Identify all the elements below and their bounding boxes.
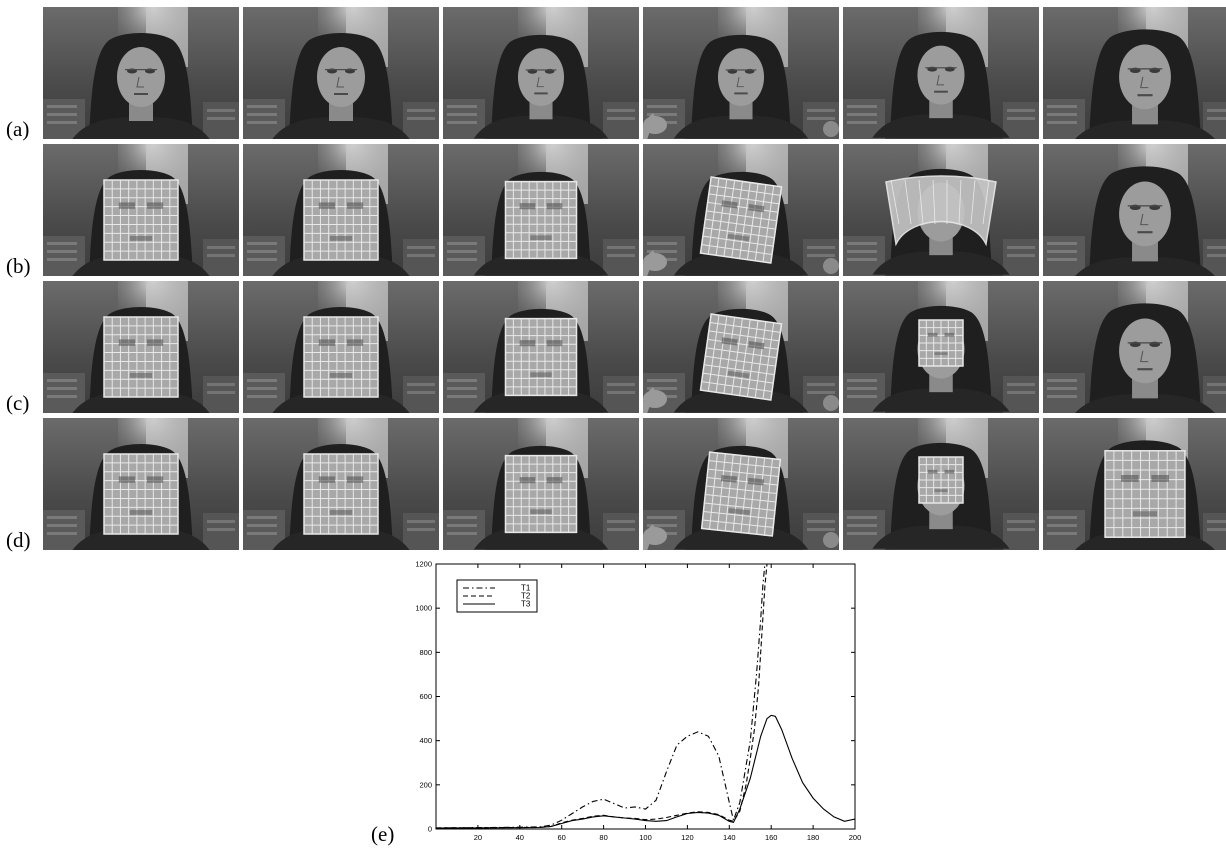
video-frame (243, 418, 439, 550)
y-tick-label: 0 (428, 825, 432, 834)
x-tick-label: 80 (599, 833, 607, 842)
y-tick-label: 200 (419, 780, 432, 789)
legend-box (456, 579, 538, 613)
legend-label: T1 (521, 584, 531, 593)
video-frame (643, 7, 839, 139)
video-frame (643, 144, 839, 276)
image-row (43, 144, 1226, 276)
video-frame (1043, 7, 1226, 139)
video-frame (643, 418, 839, 550)
row-label: (c) (6, 391, 30, 415)
x-tick-label: 100 (639, 833, 652, 842)
x-tick-label: 20 (474, 833, 482, 842)
video-frame (443, 144, 639, 276)
y-tick-label: 600 (419, 692, 432, 701)
series-line-T3 (436, 714, 855, 829)
video-frame (243, 281, 439, 413)
image-row (43, 281, 1226, 413)
row-label: (d) (6, 528, 31, 552)
series-line-T1 (436, 564, 766, 829)
video-frame (43, 281, 239, 413)
video-frame (243, 7, 439, 139)
video-frame (843, 281, 1039, 413)
row-label: (a) (6, 117, 30, 141)
video-frame (843, 144, 1039, 276)
tracking-error-chart: 20 40 60 80 100 120 140 160 180 200 0 200 400 600 800 1… (396, 552, 866, 852)
video-frame (443, 418, 639, 550)
x-tick-label: 180 (807, 833, 820, 842)
y-tick-label: 400 (419, 736, 432, 745)
video-frame (243, 144, 439, 276)
chart-svg: 20 40 60 80 100 120 140 160 180 200 0 200 400 600 800 1… (415, 560, 862, 843)
x-tick-label: 40 (516, 833, 524, 842)
image-row (43, 7, 1226, 139)
video-frame (1043, 418, 1226, 550)
video-frame (43, 7, 239, 139)
legend-label: T2 (521, 592, 531, 601)
legend-label: T3 (521, 600, 531, 609)
video-frame (43, 144, 239, 276)
image-row (43, 418, 1226, 550)
video-frame (643, 281, 839, 413)
y-tick-label: 800 (419, 648, 432, 657)
x-tick-label: 140 (723, 833, 736, 842)
video-frame (843, 418, 1039, 550)
y-tick-label: 1200 (415, 560, 432, 569)
x-tick-label: 160 (765, 833, 778, 842)
video-frame (443, 7, 639, 139)
y-tick-label: 1000 (415, 604, 432, 613)
video-frame (1043, 144, 1226, 276)
video-frame (843, 7, 1039, 139)
x-tick-label: 120 (681, 833, 694, 842)
x-tick-label: 60 (558, 833, 566, 842)
video-frame (1043, 281, 1226, 413)
x-tick-label: 200 (849, 833, 862, 842)
video-frame (43, 418, 239, 550)
video-frame (443, 281, 639, 413)
panel-label-e: (e) (371, 822, 395, 846)
series-line-T2 (436, 564, 768, 829)
row-label: (b) (6, 254, 31, 278)
